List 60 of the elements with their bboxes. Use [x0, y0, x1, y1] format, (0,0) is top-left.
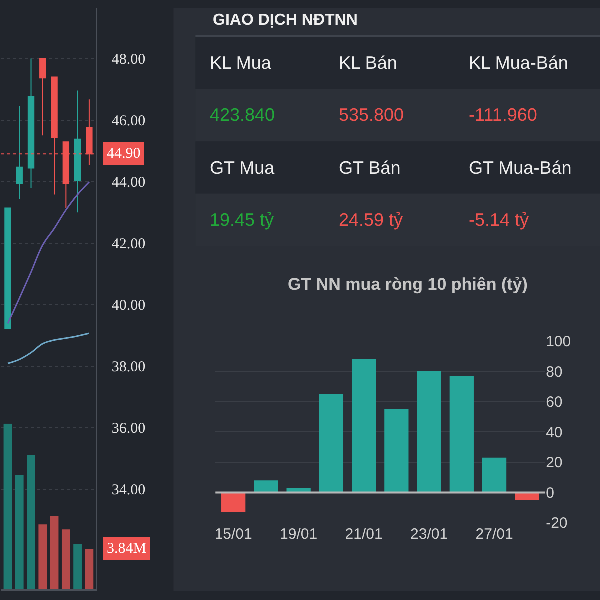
y-tick-label: 40.00: [112, 298, 146, 314]
bar: [85, 549, 94, 590]
candlestick: [40, 58, 46, 136]
bar: [50, 516, 59, 590]
text: 3.84M: [107, 541, 147, 557]
candlestick: [4, 208, 12, 330]
bar: [384, 409, 409, 493]
y-tick-label: 46.00: [112, 114, 146, 130]
text: KL Bán: [339, 53, 398, 73]
x-tick-label: 15/01: [214, 526, 252, 543]
text: GT Mua: [210, 158, 276, 178]
bar: [27, 455, 36, 590]
text: KL Mua-Bán: [469, 53, 568, 73]
y-tick-label: 80: [546, 364, 563, 381]
text: 423.840: [210, 105, 276, 125]
bar: [62, 530, 70, 590]
bar: [38, 524, 48, 590]
y-tick-label: 38.00: [112, 360, 146, 376]
bar: [319, 394, 344, 493]
y-tick-label: 20: [546, 454, 563, 472]
y-tick-label: 34.00: [112, 482, 146, 499]
bar: [222, 492, 246, 512]
text: 19.45 tỷ: [210, 210, 274, 230]
candlestick: [28, 58, 35, 188]
chart-title: GT NN mua ròng 10 phiên (tỷ): [288, 275, 528, 294]
text: 24.59 tỷ: [339, 210, 404, 230]
x-tick-label: 19/01: [280, 526, 318, 543]
bar: [352, 359, 376, 493]
text: 535.800: [339, 105, 404, 125]
y-tick-label: 60: [546, 394, 563, 412]
text: GIAO DỊCH NĐTNN: [213, 12, 358, 29]
x-tick-label: 27/01: [476, 526, 514, 543]
text: -5.14 tỷ: [469, 210, 530, 230]
candlestick: [16, 106, 23, 200]
y-tick-label: 0: [546, 484, 554, 502]
bar: [4, 424, 12, 590]
text: GT Mua-Bán: [469, 158, 572, 178]
text: GT Bán: [339, 158, 401, 178]
bar: [482, 458, 507, 493]
y-tick-label: -20: [546, 515, 568, 532]
line-series: [7, 332, 90, 364]
bar: [417, 372, 442, 493]
ref-line-label: 44.90: [107, 146, 141, 162]
bar: [450, 376, 474, 493]
text: -111.960: [469, 105, 538, 125]
y-tick-label: 48.00: [112, 52, 146, 68]
y-tick-label: 100: [546, 334, 572, 351]
line-series: [7, 181, 90, 324]
x-tick-label: 21/01: [345, 526, 383, 543]
bar: [254, 480, 278, 493]
bar: [15, 475, 24, 590]
bar: [515, 492, 540, 500]
y-tick-label: 44.00: [112, 175, 146, 192]
y-tick-label: 42.00: [112, 236, 146, 253]
candlestick: [74, 90, 82, 214]
bar: [74, 544, 82, 590]
y-tick-label: 36.00: [112, 421, 146, 438]
text: KL Mua: [210, 53, 272, 73]
x-tick-label: 23/01: [410, 526, 448, 543]
y-tick-label: 40: [546, 424, 563, 442]
